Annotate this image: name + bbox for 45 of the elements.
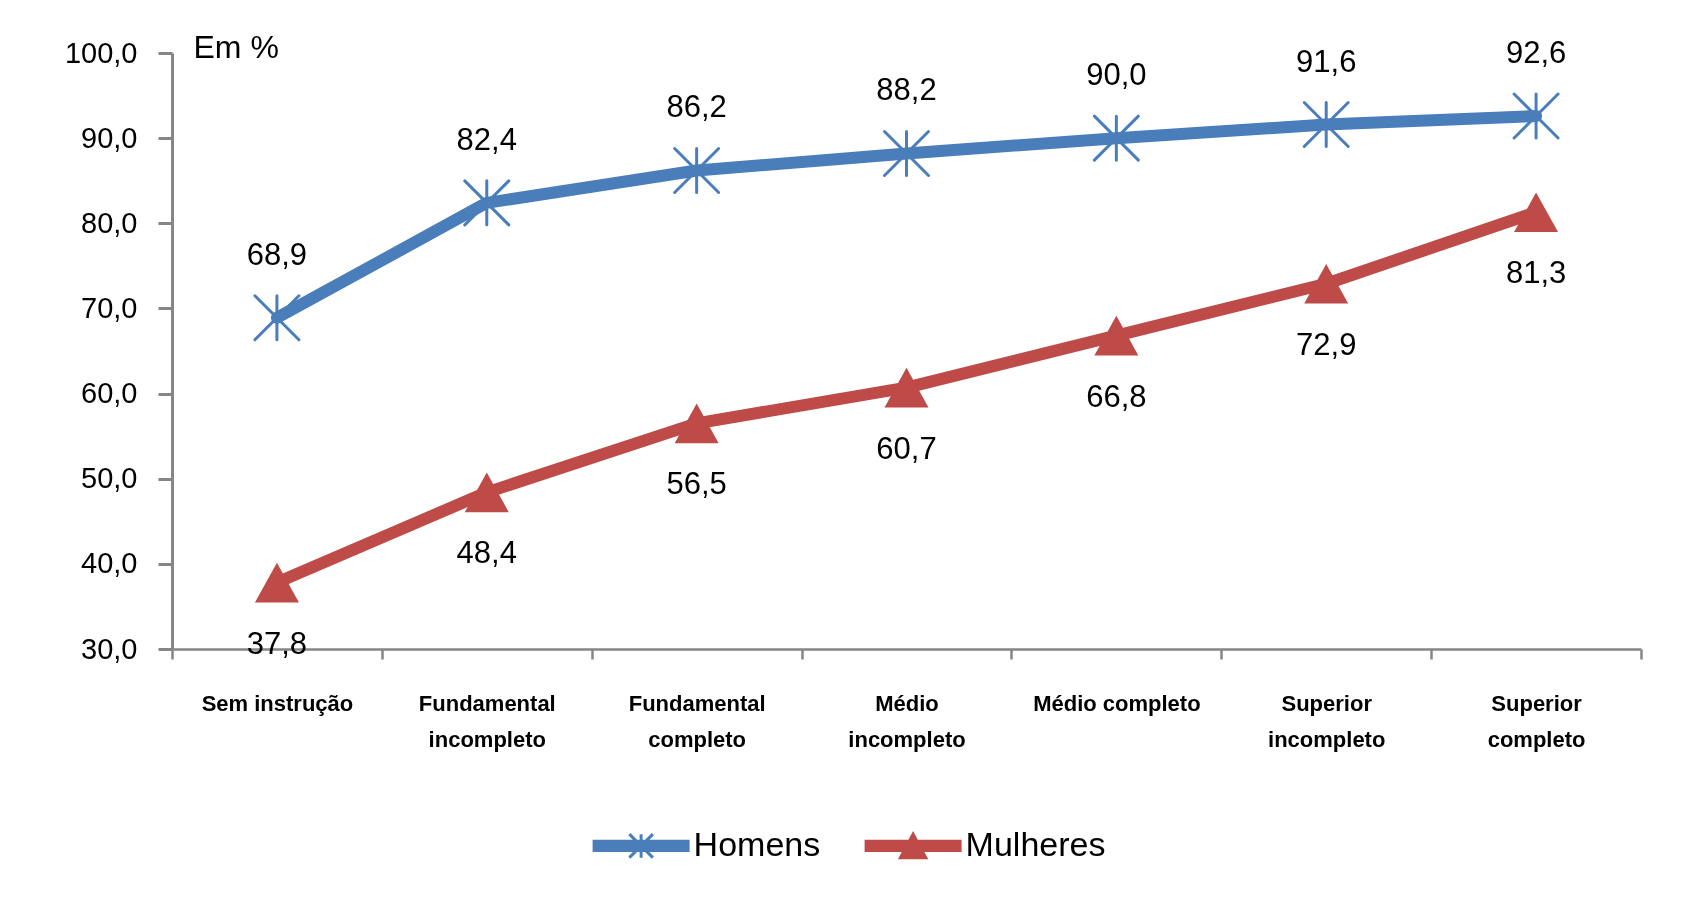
point [1094,315,1139,356]
data-label: 90,0 [1086,57,1147,93]
y-axis-title: Em % [193,28,279,65]
y-tick-label: 90,0 [81,121,138,154]
data-label: 92,6 [1505,35,1567,71]
data-label: 37,8 [246,625,308,661]
x-tick-label: Médio completo [1033,690,1201,716]
point [464,472,509,513]
data-label: 88,2 [876,72,937,108]
legend-label: Mulheres [965,824,1106,863]
point [1512,92,1560,140]
point [253,294,301,342]
data-label: 68,9 [246,236,308,272]
x-tick-label: Sem instrução [201,690,354,716]
y-tick-label: 60,0 [81,377,138,410]
x-tick-label: Fundamental incompleto [418,690,556,752]
y-tick-label: 50,0 [81,462,138,495]
data-label: 72,9 [1296,326,1357,362]
point [1092,114,1140,162]
y-tick-label: 70,0 [81,291,138,324]
point [674,403,719,444]
data-label: 60,7 [876,430,937,466]
data-label: 66,8 [1086,378,1147,414]
y-tick-label: 100,0 [64,36,138,69]
data-label: 86,2 [666,89,727,125]
x-tick-label: Superior incompleto [1268,690,1386,752]
y-tick-label: 40,0 [81,547,138,580]
point [254,562,299,603]
y-tick-label: 30,0 [81,632,138,665]
point [883,129,930,177]
y-tick-label: 80,0 [81,206,138,239]
point [884,367,929,408]
point [1304,263,1349,304]
data-label: 91,6 [1296,43,1357,79]
x-tick-label: Médio incompleto [848,690,966,752]
data-label: 82,4 [456,121,517,157]
data-label: 56,5 [666,466,727,502]
data-label: 81,3 [1505,255,1567,291]
x-tick-label: Superior completo [1487,690,1586,752]
legend-label: Homens [693,824,821,863]
point [1514,192,1559,233]
data-label: 48,4 [456,535,517,571]
point [463,179,511,227]
point [673,147,721,194]
x-tick-label: Fundamental completo [628,690,766,752]
